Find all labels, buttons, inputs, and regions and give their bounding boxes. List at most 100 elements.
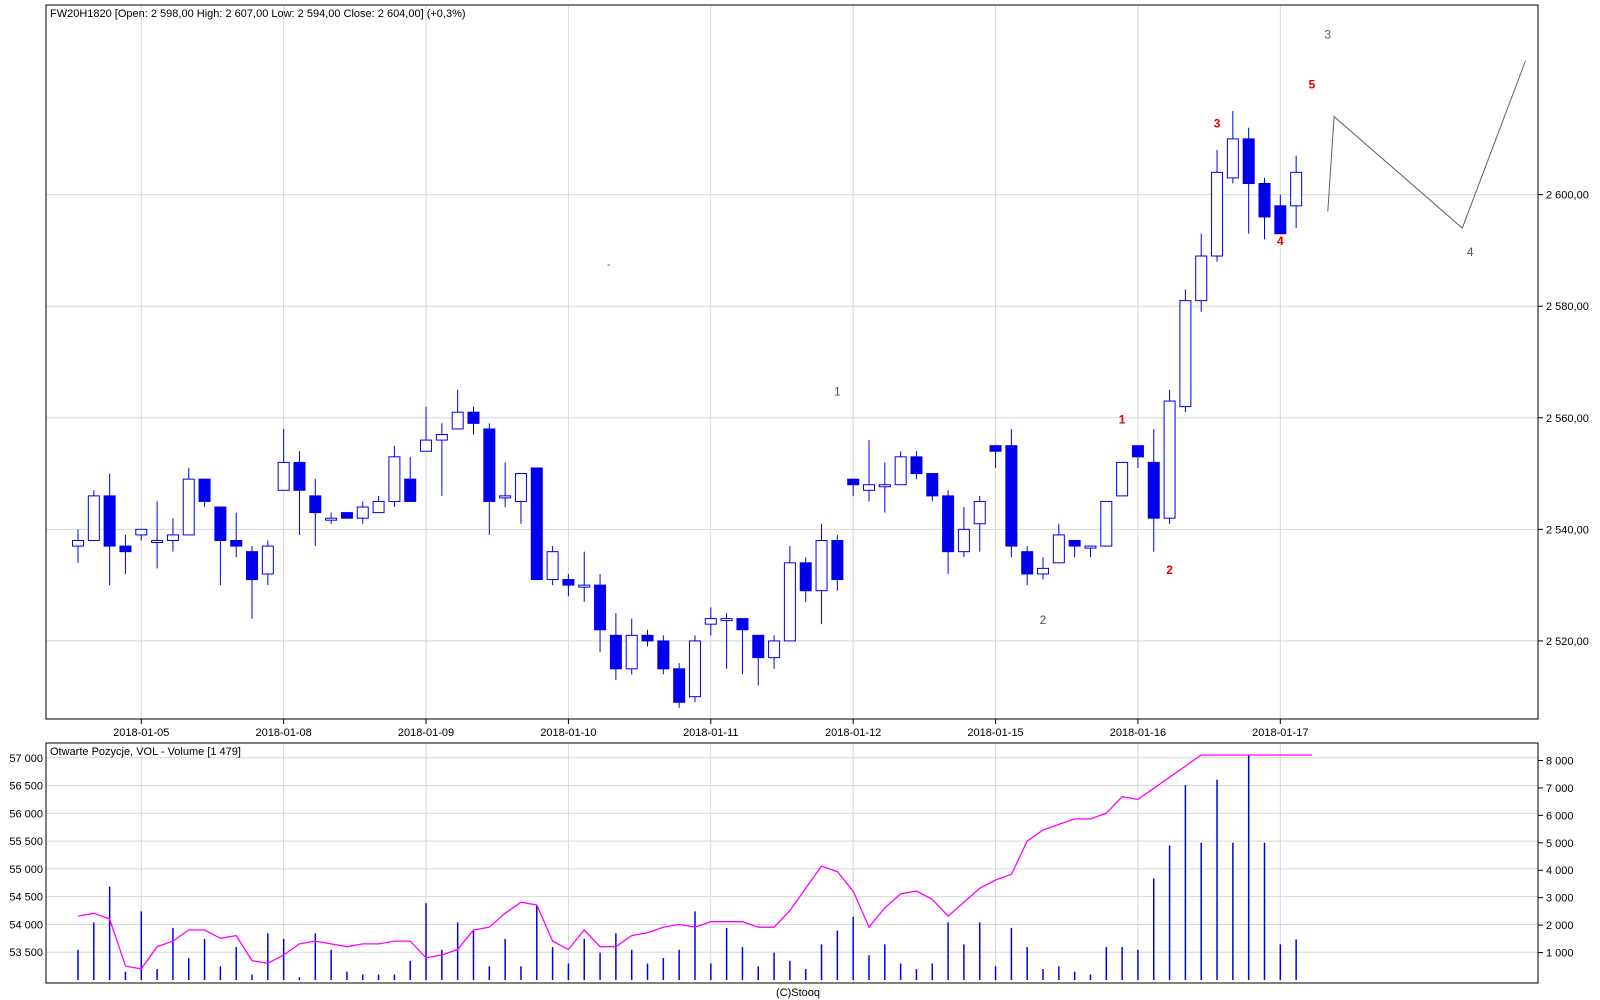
candle-body-up <box>1116 461 1129 497</box>
candle-body-down <box>230 540 243 547</box>
oi-y-tick-label: 57 000 <box>9 753 43 765</box>
date-x-tick-label: 2018-01-08 <box>256 727 312 739</box>
candle-body-down <box>1258 183 1271 218</box>
candle-body-up <box>182 478 195 536</box>
date-x-tick-label: 2018-01-09 <box>398 727 454 739</box>
wave-labels: 1234512345 <box>834 27 1474 627</box>
candle-body-up <box>72 540 84 547</box>
volume-axis: 1 000 2 000 3 000 4 000 5 000 6 000 7 000 8 000 <box>1538 755 1574 960</box>
date-x-tick-label: 2018-01-10 <box>540 727 596 739</box>
candle-body-up <box>135 528 148 536</box>
date-x-axis: 2018-01-05 2018-01-08 2018-01-09 2018-01-10… <box>113 719 1308 739</box>
candle-body-down <box>752 634 765 659</box>
wave-label-red: 3 <box>1214 117 1221 131</box>
candle-body-up <box>815 540 828 592</box>
candle-body-up <box>578 584 591 588</box>
candle-body-down <box>198 478 211 502</box>
candle-body-down <box>831 540 844 581</box>
wave-label-red: 4 <box>1277 234 1284 248</box>
candle-body-up <box>1179 300 1192 408</box>
candle-body-up <box>878 484 891 488</box>
candle-body-down <box>562 579 575 586</box>
price-panel: FW20H1820 [Open: 2 598,00 High: 2 607,00… <box>45 4 1589 739</box>
price-y-tick-label: 2 580,00 <box>1546 301 1589 313</box>
candle-body-down <box>641 634 654 642</box>
candle-body-up <box>768 640 781 659</box>
candle-body-down <box>847 478 860 486</box>
candle-body-up <box>783 562 796 642</box>
volume-panel-frame <box>45 742 1539 984</box>
wave-label-grey: 1 <box>834 384 841 398</box>
candle-body-down <box>1147 461 1160 519</box>
candle-body-up <box>546 551 559 581</box>
candle-body-up <box>499 495 512 499</box>
oi-y-tick-label: 55 000 <box>9 864 43 876</box>
wave-label-grey: 3 <box>1324 27 1331 41</box>
open-interest-axis: 53 500 54 000 54 500 55 000 55 500 56 000 56 5… <box>9 753 43 959</box>
volume-y-tick-label: 5 000 <box>1546 838 1574 850</box>
candle-body-up <box>625 634 638 670</box>
candle-body-up <box>435 434 448 441</box>
price-gridlines <box>46 5 1538 719</box>
candle-body-up <box>166 534 179 541</box>
candle-body-up <box>863 484 875 491</box>
candle-body-up <box>1226 138 1239 179</box>
candle-body-up <box>151 540 164 543</box>
candle-body-up <box>1084 545 1097 549</box>
candle-body-down <box>103 495 116 547</box>
candle-body-down <box>530 467 543 581</box>
date-x-tick-label: 2018-01-05 <box>113 727 169 739</box>
price-y-tick-label: 2 520,00 <box>1546 636 1589 648</box>
date-x-tick-label: 2018-01-15 <box>967 727 1023 739</box>
wave-projection-line <box>1327 60 1526 229</box>
candle-body-down <box>1131 445 1144 458</box>
candle-body-up <box>720 618 733 622</box>
candle-body-up <box>957 528 970 553</box>
candle-body-up <box>688 640 701 698</box>
wave-label-red: 2 <box>1166 563 1173 577</box>
date-x-tick-label: 2018-01-11 <box>683 727 738 739</box>
date-x-tick-label: 2018-01-16 <box>1110 727 1166 739</box>
candle-body-down <box>657 640 670 670</box>
wave-label-grey: 2 <box>1040 613 1047 627</box>
candle-body-down <box>736 618 749 631</box>
wave-label-grey: 4 <box>1467 245 1474 259</box>
candle-body-down <box>594 584 607 631</box>
price-panel-frame <box>45 4 1539 720</box>
candle-body-down <box>1068 540 1081 547</box>
open-interest-line <box>77 754 1312 970</box>
date-x-tick-label: 2018-01-12 <box>825 727 881 739</box>
candle-body-down <box>926 473 939 497</box>
volume-y-tick-label: 6 000 <box>1546 810 1574 822</box>
oi-y-tick-label: 55 500 <box>9 836 43 848</box>
candle-body-up <box>372 500 385 514</box>
candle-body-down <box>673 668 686 703</box>
candle-body-up <box>1052 534 1065 564</box>
candle-body-up <box>704 618 717 625</box>
candlestick-series <box>72 110 1303 708</box>
volume-gridlines <box>46 743 1538 983</box>
price-y-tick-label: 2 560,00 <box>1546 413 1589 425</box>
volume-y-tick-label: 1 000 <box>1546 948 1574 960</box>
candle-body-down <box>799 562 812 592</box>
oi-y-tick-label: 56 000 <box>9 808 43 820</box>
candle-body-down <box>1021 551 1034 575</box>
candle-body-down <box>309 495 322 514</box>
candle-body-up <box>87 495 100 541</box>
candle-body-down <box>910 456 923 475</box>
price-info-text: FW20H1820 [Open: 2 598,00 High: 2 607,00… <box>50 8 466 20</box>
volume-y-tick-label: 4 000 <box>1546 865 1574 877</box>
volume-info-text: Otwarte Pozycje, VOL - Volume [1 479] <box>50 746 241 758</box>
candle-body-down <box>214 506 227 541</box>
candle-body-up <box>356 506 369 519</box>
candle-body-down <box>483 428 496 502</box>
candle-body-down <box>942 495 955 553</box>
candle-body-down <box>340 512 353 519</box>
candle-body-up <box>1037 567 1050 575</box>
price-y-tick-label: 2 600,00 <box>1546 190 1589 202</box>
oi-y-tick-label: 54 000 <box>9 919 43 931</box>
candle-body-up <box>388 456 401 502</box>
oi-y-tick-label: 54 500 <box>9 892 43 904</box>
candle-body-down <box>119 545 132 553</box>
